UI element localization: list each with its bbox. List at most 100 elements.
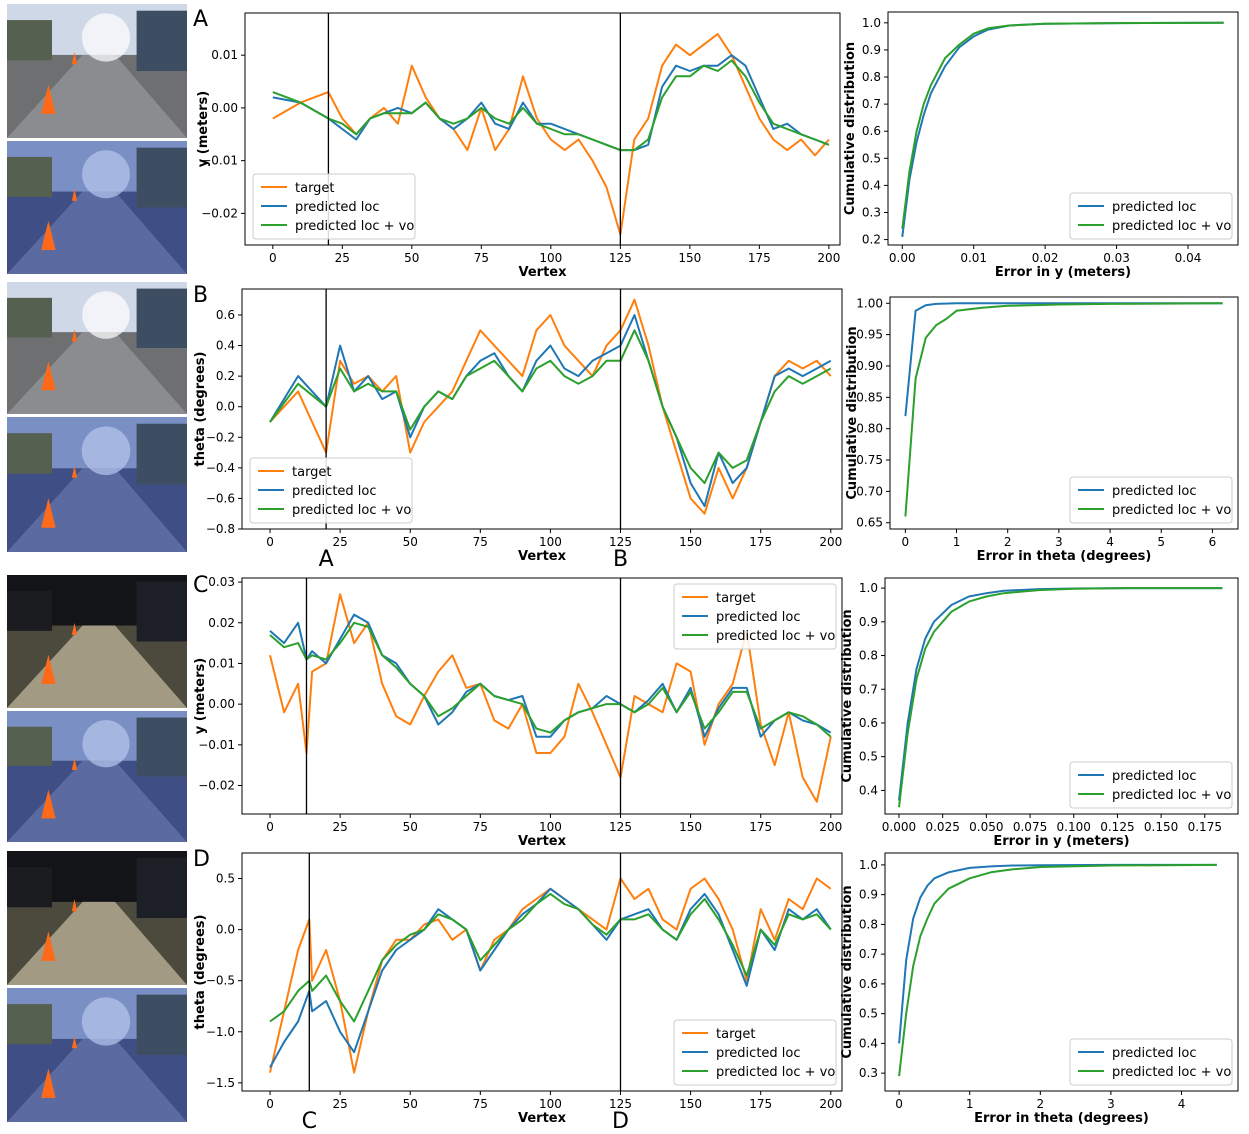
y-tick-label: 0.7 bbox=[859, 682, 878, 696]
axes-frame bbox=[889, 296, 1239, 530]
legend-label: target bbox=[716, 591, 756, 606]
chart-D-cdf: 0 1 2 3 4 0.3 0.4 0.5 0.6 0.7 0.8 0.9 1.0 Error in th… bbox=[840, 852, 1239, 1126]
plot-area bbox=[272, 33, 830, 236]
y-tick-label: −0.5 bbox=[206, 974, 235, 988]
x-tick-label: 175 bbox=[749, 1097, 772, 1111]
y-tick-label: 0.2 bbox=[216, 369, 235, 383]
legend-box bbox=[1069, 476, 1233, 524]
y-tick-label: 0.65 bbox=[856, 516, 883, 530]
series-line-predicted_loc_vo bbox=[898, 863, 1217, 1077]
x-tick-label: 0.075 bbox=[1013, 820, 1047, 834]
y-tick-label: 0.70 bbox=[856, 484, 883, 498]
y-tick-label: −0.2 bbox=[206, 430, 235, 444]
chart-A-cdf: 0.00 0.01 0.02 0.03 0.04 0.2 0.3 0.4 0.5 0.6 0.7 0.… bbox=[843, 11, 1239, 280]
series-line-predicted_loc_vo bbox=[898, 587, 1223, 808]
y-tick-label: 0.4 bbox=[216, 339, 235, 353]
y-tick-label: 0.80 bbox=[856, 422, 883, 436]
y-tick-label: 1.0 bbox=[862, 16, 881, 30]
series-line-predicted_loc_vo bbox=[901, 21, 1224, 229]
y-axis-label: Cumulative distribution bbox=[845, 326, 860, 499]
chart-A-series: 0 25 50 75 100 125 150 175 200 −0.02 −0.01 0.00 0.01… bbox=[193, 7, 841, 280]
series-line-predicted_loc bbox=[272, 54, 830, 152]
x-tick-label: 125 bbox=[609, 1097, 632, 1111]
y-tick-label: −0.6 bbox=[206, 491, 235, 505]
x-tick-label: 0 bbox=[266, 1097, 274, 1111]
x-axis-label: Vertex bbox=[519, 265, 568, 280]
x-tick-label: 0.02 bbox=[1032, 251, 1059, 265]
legend-label: predicted loc + vo bbox=[292, 503, 411, 518]
legend-label: predicted loc + vo bbox=[716, 629, 835, 644]
vertex-marker-label: C bbox=[302, 1109, 317, 1134]
vertex-marker-label: B bbox=[613, 547, 628, 572]
y-tick-label: 0.90 bbox=[856, 359, 883, 373]
plot-area bbox=[904, 302, 1223, 517]
y-tick-label: −0.01 bbox=[201, 154, 238, 168]
road-photo-8 bbox=[7, 988, 187, 1122]
legend-label: target bbox=[716, 1027, 756, 1042]
x-tick-label: 0.050 bbox=[969, 820, 1003, 834]
series-line-target bbox=[269, 877, 832, 1074]
y-tick-label: −0.02 bbox=[198, 779, 235, 793]
x-tick-label: 1 bbox=[966, 1097, 974, 1111]
y-tick-label: 0.01 bbox=[208, 656, 235, 670]
x-tick-label: 150 bbox=[678, 251, 701, 265]
y-tick-label: 0.4 bbox=[862, 178, 881, 192]
legend-box bbox=[249, 457, 413, 524]
y-tick-label: 0.00 bbox=[211, 101, 238, 115]
y-tick-label: −1.0 bbox=[206, 1025, 235, 1039]
y-tick-label: 0.8 bbox=[859, 649, 878, 663]
x-tick-label: 4 bbox=[1106, 535, 1114, 549]
y-tick-label: 0.6 bbox=[859, 977, 878, 991]
x-tick-label: 50 bbox=[403, 820, 418, 834]
series-line-predicted_loc bbox=[269, 314, 832, 508]
x-tick-label: 1 bbox=[953, 535, 961, 549]
legend-label: target bbox=[292, 465, 332, 480]
y-axis-label: Cumulative distribution bbox=[840, 885, 855, 1058]
series-line-target bbox=[269, 298, 832, 515]
y-tick-label: 0.9 bbox=[859, 615, 878, 629]
x-axis-label: Error in y (meters) bbox=[993, 834, 1129, 849]
y-tick-label: −0.02 bbox=[201, 206, 238, 220]
x-tick-label: 4 bbox=[1178, 1097, 1186, 1111]
chart-C-series: 0 25 50 75 100 125 150 175 200 −0.02 −0.01 0.00 0.01… bbox=[193, 573, 843, 849]
x-tick-label: 25 bbox=[332, 535, 347, 549]
legend: predicted loc predicted loc + vo bbox=[1069, 192, 1233, 240]
legend-box bbox=[673, 583, 837, 650]
y-tick-label: 0.7 bbox=[859, 947, 878, 961]
legend: target predicted loc predicted loc + vo bbox=[673, 583, 837, 650]
x-tick-label: 175 bbox=[749, 820, 772, 834]
y-tick-label: 0.6 bbox=[862, 124, 881, 138]
legend-label: predicted loc + vo bbox=[716, 1065, 835, 1080]
series-line-predicted_loc bbox=[269, 613, 832, 738]
x-tick-label: 0 bbox=[266, 535, 274, 549]
legend: target predicted loc predicted loc + vo bbox=[673, 1019, 837, 1086]
x-tick-label: 0.125 bbox=[1100, 820, 1134, 834]
series-line-predicted_loc_vo bbox=[269, 892, 832, 1023]
x-tick-label: 0.150 bbox=[1144, 820, 1178, 834]
y-tick-label: 0.9 bbox=[862, 43, 881, 57]
x-tick-label: 200 bbox=[819, 820, 842, 834]
y-tick-label: 0.85 bbox=[856, 390, 883, 404]
x-axis-label: Error in theta (degrees) bbox=[974, 1111, 1149, 1126]
y-tick-label: 0.8 bbox=[859, 917, 878, 931]
x-tick-label: 0 bbox=[895, 1097, 903, 1111]
y-tick-label: 0.3 bbox=[859, 1066, 878, 1080]
x-tick-label: 3 bbox=[1055, 535, 1063, 549]
x-tick-label: 0.025 bbox=[925, 820, 959, 834]
y-tick-label: −0.8 bbox=[206, 522, 235, 536]
x-tick-label: 75 bbox=[474, 251, 489, 265]
chart-B-cdf: 0 1 2 3 4 5 6 0.65 0.70 0.75 0.80 0.85 0.90 0.95 1.00 E… bbox=[845, 296, 1239, 564]
panel-letter: A bbox=[193, 7, 208, 32]
x-axis-label: Error in theta (degrees) bbox=[977, 549, 1152, 564]
y-tick-label: −0.4 bbox=[206, 461, 235, 475]
y-tick-label: 1.0 bbox=[859, 858, 878, 872]
x-tick-label: 0.00 bbox=[889, 251, 916, 265]
road-photo-2 bbox=[7, 141, 187, 274]
x-tick-label: 5 bbox=[1157, 535, 1165, 549]
legend-label: predicted loc bbox=[1112, 484, 1197, 499]
x-axis-label: Vertex bbox=[518, 834, 567, 849]
panel-letter: D bbox=[193, 847, 210, 872]
x-tick-label: 75 bbox=[473, 535, 488, 549]
axes-frame bbox=[884, 852, 1239, 1092]
legend: target predicted loc predicted loc + vo bbox=[252, 173, 416, 240]
